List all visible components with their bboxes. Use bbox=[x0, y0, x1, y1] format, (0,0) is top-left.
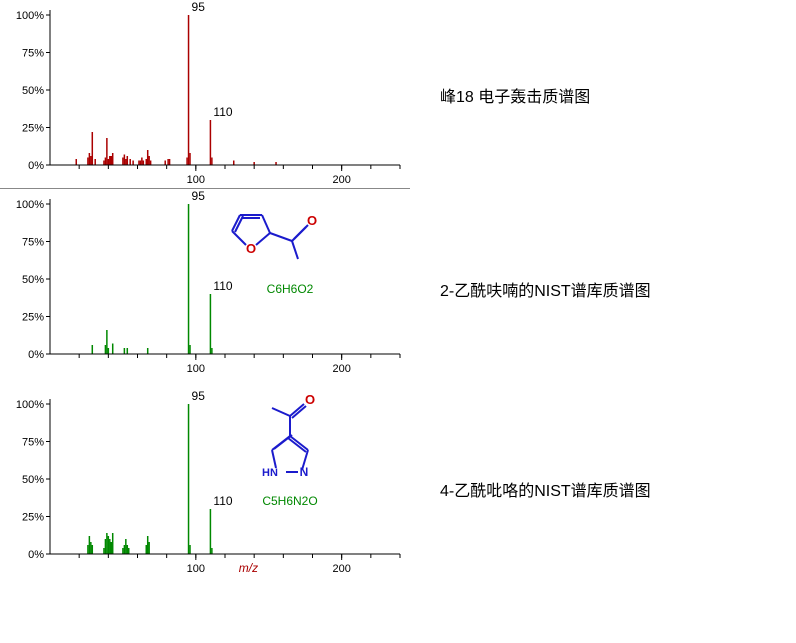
chart-cell: 0% 25% 50% 75% 100% 95 110 100 200 bbox=[0, 0, 410, 189]
svg-text:25%: 25% bbox=[22, 123, 44, 135]
molecule-formula: C5H6N2O bbox=[215, 494, 365, 508]
svg-text:0%: 0% bbox=[28, 549, 44, 561]
svg-text:50%: 50% bbox=[22, 85, 44, 97]
spectrum-row: 0%25%50%75%100%95110100200m/zONHNC5H6N2O… bbox=[0, 389, 796, 589]
molecule-structure: O N HN C5H6N2O bbox=[215, 394, 365, 508]
svg-text:100: 100 bbox=[187, 174, 205, 186]
svg-text:95: 95 bbox=[192, 189, 206, 203]
svg-text:O: O bbox=[246, 241, 256, 256]
chart-cell: 0%25%50%75%100%95110100200OOC6H6O2 bbox=[0, 189, 410, 389]
svg-text:95: 95 bbox=[192, 389, 206, 403]
svg-text:75%: 75% bbox=[22, 237, 44, 249]
svg-text:95: 95 bbox=[192, 0, 206, 14]
svg-text:0%: 0% bbox=[28, 160, 44, 172]
svg-text:50%: 50% bbox=[22, 274, 44, 286]
svg-text:100%: 100% bbox=[16, 199, 44, 211]
spectrum-label: 峰18 电子轰击质谱图 bbox=[410, 83, 590, 107]
svg-text:75%: 75% bbox=[22, 437, 44, 449]
molecule-structure: O O C6H6O2 bbox=[215, 207, 365, 296]
svg-text:75%: 75% bbox=[22, 48, 44, 60]
svg-text:25%: 25% bbox=[22, 312, 44, 324]
svg-text:O: O bbox=[305, 394, 315, 407]
svg-text:200: 200 bbox=[332, 174, 350, 186]
svg-text:100%: 100% bbox=[16, 399, 44, 411]
svg-text:100: 100 bbox=[187, 563, 205, 575]
svg-text:m/z: m/z bbox=[239, 561, 258, 575]
spectrum-row: 0%25%50%75%100%95110100200OOC6H6O22-乙酰呋喃… bbox=[0, 189, 796, 389]
svg-text:110: 110 bbox=[213, 105, 232, 119]
svg-text:25%: 25% bbox=[22, 512, 44, 524]
spectrum-label: 4-乙酰吡咯的NIST谱库质谱图 bbox=[410, 477, 651, 501]
svg-text:0%: 0% bbox=[28, 349, 44, 361]
svg-text:100%: 100% bbox=[16, 10, 44, 22]
svg-text:O: O bbox=[307, 213, 317, 228]
svg-text:HN: HN bbox=[262, 467, 278, 479]
svg-text:100: 100 bbox=[187, 363, 205, 375]
molecule-formula: C6H6O2 bbox=[215, 282, 365, 296]
svg-text:50%: 50% bbox=[22, 474, 44, 486]
chart-cell: 0%25%50%75%100%95110100200m/zONHNC5H6N2O bbox=[0, 389, 410, 589]
spectrum-row: 0% 25% 50% 75% 100% 95 110 100 200 峰18 电子轰击质谱图 bbox=[0, 0, 796, 189]
svg-text:200: 200 bbox=[332, 563, 350, 575]
spectrum-label: 2-乙酰呋喃的NIST谱库质谱图 bbox=[410, 277, 651, 301]
svg-text:N: N bbox=[300, 465, 309, 479]
mass-spectrum-chart: 0% 25% 50% 75% 100% 95 110 100 200 bbox=[0, 0, 410, 200]
svg-text:200: 200 bbox=[332, 363, 350, 375]
